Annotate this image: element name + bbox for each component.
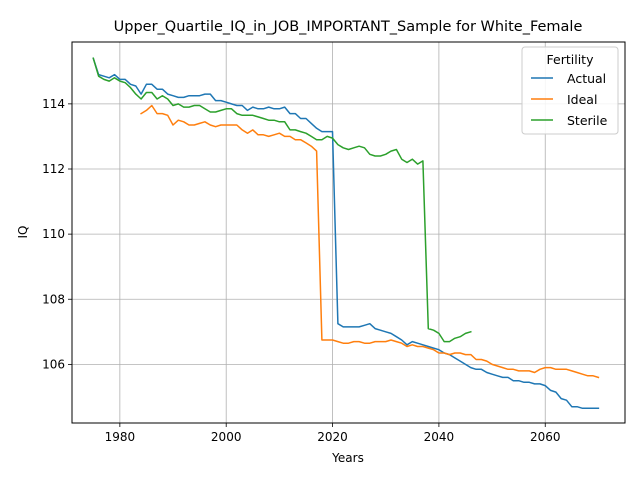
y-tick-label: 108 xyxy=(42,292,65,306)
x-tick-label: 2060 xyxy=(530,430,561,444)
x-tick-label: 1980 xyxy=(105,430,136,444)
y-tick-label: 112 xyxy=(42,162,65,176)
axis-ticks: 1980 2000 2020 2040 2060 106 108 110 112 114 xyxy=(42,97,560,444)
y-axis-title: IQ xyxy=(16,226,30,239)
x-tick-label: 2040 xyxy=(424,430,455,444)
legend-box xyxy=(521,46,619,135)
series-line-actual xyxy=(92,57,600,410)
x-axis-title: Years xyxy=(331,451,364,465)
legend-label-actual: Actual xyxy=(567,71,606,86)
legend: Fertility Actual Ideal Sterile xyxy=(521,46,619,135)
y-tick-label: 106 xyxy=(42,357,65,371)
y-tick-label: 110 xyxy=(42,227,65,241)
y-tick-label: 114 xyxy=(42,97,65,111)
series-line-ideal xyxy=(140,104,600,379)
legend-label-sterile: Sterile xyxy=(567,113,608,128)
series-lines xyxy=(92,57,600,410)
chart-title: Upper_Quartile_IQ_in_JOB_IMPORTANT_Sampl… xyxy=(114,19,583,35)
x-tick-label: 2020 xyxy=(317,430,348,444)
series-line-sterile xyxy=(92,57,472,343)
legend-title: Fertility xyxy=(547,52,595,67)
x-tick-label: 2000 xyxy=(211,430,242,444)
plot-frame xyxy=(71,41,626,424)
legend-label-ideal: Ideal xyxy=(567,92,597,107)
